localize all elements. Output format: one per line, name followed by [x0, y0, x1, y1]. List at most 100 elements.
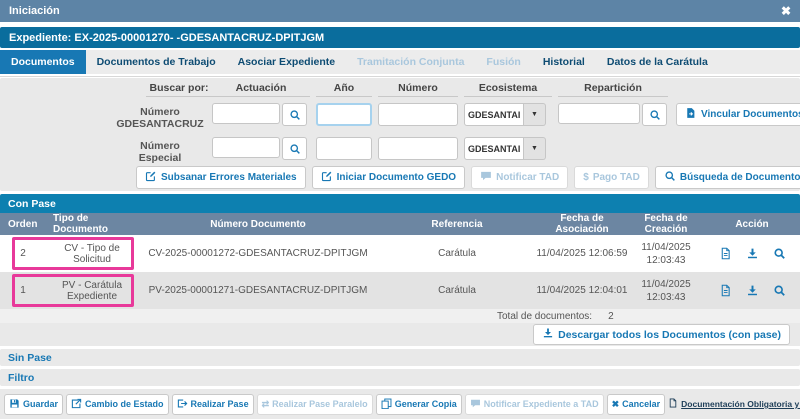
descargar-todos-button[interactable]: Descargar todos los Documentos (con pase…	[533, 324, 790, 345]
cell-accion	[704, 247, 800, 260]
tab-documentos[interactable]: Documentos	[0, 50, 86, 74]
view-document-icon[interactable]	[719, 247, 732, 260]
search-icon[interactable]	[282, 103, 307, 126]
edit-icon	[321, 170, 333, 185]
chevron-down-icon[interactable]: ▼	[524, 137, 546, 160]
table-row: 1 PV - Carátula Expediente PV-2025-00001…	[0, 272, 800, 309]
document-link-icon	[685, 107, 697, 122]
documentacion-obligatoria-link[interactable]: Documentación Obligatoria y Opcional	[668, 398, 800, 410]
anio-row1-input[interactable]	[316, 103, 372, 126]
search-panel: Buscar por: Actuación Año Número Ecosist…	[0, 78, 800, 191]
reparticion-row1-input[interactable]	[558, 103, 640, 124]
total-documentos-value: 2	[608, 310, 614, 322]
header-referencia: Referencia	[431, 218, 483, 230]
tab-datos-caratula[interactable]: Datos de la Carátula	[606, 56, 708, 68]
anio-row2-input[interactable]	[316, 137, 372, 160]
con-pase-section-header[interactable]: Con Pase	[0, 194, 800, 213]
chat-icon	[470, 398, 481, 411]
cell-referencia: Carátula	[438, 248, 476, 259]
actuacion-row1-input[interactable]	[212, 103, 280, 124]
cell-fecha-creacion: 11/04/2025 12:03:43	[641, 278, 691, 303]
cell-tipo-documento: CV - Tipo de Solicitud	[64, 242, 120, 265]
notificar-tad-button: Notificar TAD	[471, 166, 569, 189]
actuacion-row2-input[interactable]	[212, 137, 280, 158]
sin-pase-section-header[interactable]: Sin Pase	[0, 349, 800, 366]
busqueda-documentos-button[interactable]: Búsqueda de Documentos	[654, 166, 800, 189]
search-icon[interactable]	[282, 137, 307, 160]
notificar-expediente-tad-button: Notificar Expediente a TAD	[464, 393, 604, 415]
tab-tramitacion-conjunta: Tramitación Conjunta	[357, 56, 465, 68]
filtro-section-header[interactable]: Filtro	[0, 369, 800, 386]
guardar-button[interactable]: Guardar	[4, 393, 64, 415]
header-accion: Acción	[735, 218, 769, 230]
column-header-actuacion: Actuación	[212, 82, 310, 97]
tab-fusion: Fusión	[486, 56, 521, 68]
vincular-documentos-button[interactable]: Vincular Documentos	[676, 103, 800, 126]
cell-tipo-documento: PV - Carátula Expediente	[61, 279, 123, 302]
document-icon	[668, 398, 678, 410]
search-icon[interactable]	[642, 103, 667, 126]
pass-arrow-icon	[177, 398, 188, 411]
tab-documentos-de-trabajo[interactable]: Documentos de Trabajo	[96, 56, 216, 68]
column-header-ecosistema: Ecosistema	[464, 82, 552, 97]
iniciar-documento-gedo-button[interactable]: Iniciar Documento GEDO	[311, 166, 466, 189]
cell-orden: 1	[20, 285, 26, 296]
search-icon	[664, 170, 676, 185]
table-header-row: Orden Tipo de Documento Número Documento…	[0, 213, 800, 235]
header-fecha-asociacion: Fecha de Asociación	[555, 213, 609, 235]
cell-orden: 2	[20, 248, 26, 259]
download-icon	[542, 327, 554, 342]
close-icon[interactable]: ✖	[780, 4, 791, 18]
cell-numero-documento: PV-2025-00001271-GDESANTACRUZ-DPITJGM	[148, 285, 368, 296]
cell-accion	[704, 284, 800, 297]
search-icon[interactable]	[773, 284, 786, 297]
column-header-numero: Número	[378, 82, 458, 97]
numero-gdesantacruz-label: Número GDESANTACRUZ	[116, 106, 204, 130]
tab-asociar-expediente[interactable]: Asociar Expediente	[237, 56, 336, 68]
expediente-label: Expediente: EX-2025-00001270- -GDESANTAC…	[9, 31, 325, 44]
tab-bar: Documentos Documentos de Trabajo Asociar…	[0, 50, 800, 74]
download-icon[interactable]	[746, 284, 759, 297]
search-icon[interactable]	[773, 247, 786, 260]
cell-numero-documento: CV-2025-00001272-GDESANTACRUZ-DPITJGM	[148, 248, 368, 259]
cancelar-button[interactable]: ✖ Cancelar	[606, 393, 666, 415]
cell-fecha-asociacion: 11/04/2025 12:04:01	[536, 285, 628, 296]
cell-referencia: Carátula	[438, 285, 476, 296]
actuacion-row2-group	[212, 137, 307, 160]
chevron-down-icon[interactable]: ▼	[524, 103, 546, 126]
total-documentos-row: Total de documentos: 2	[0, 309, 800, 323]
header-orden: Orden	[8, 218, 38, 230]
state-change-icon	[71, 398, 82, 411]
subsanar-errores-button[interactable]: Subsanar Errores Materiales	[136, 166, 306, 189]
realizar-pase-paralelo-button: ⇄ Realizar Pase Paralelo	[256, 393, 373, 415]
header-fecha-creacion: Fecha de Creación	[644, 213, 688, 235]
footer-actions-bar: Guardar Cambio de Estado Realizar Pase ⇄…	[0, 389, 800, 419]
download-icon[interactable]	[746, 247, 759, 260]
cambio-estado-button[interactable]: Cambio de Estado	[66, 393, 169, 415]
save-icon	[9, 398, 20, 411]
ecosistema-row2-value: GDESANTAI	[464, 137, 524, 160]
table-row: 2 CV - Tipo de Solicitud CV-2025-0000127…	[0, 235, 800, 272]
numero-row2-input[interactable]	[378, 137, 458, 160]
cell-fecha-creacion: 11/04/2025 12:03:43	[641, 241, 691, 266]
cancel-x-icon: ✖	[611, 398, 620, 409]
ecosistema-row2-select[interactable]: GDESANTAI ▼	[464, 137, 546, 160]
tab-historial[interactable]: Historial	[542, 56, 585, 68]
view-document-icon[interactable]	[719, 284, 732, 297]
pago-tad-button: $ Pago TAD	[574, 166, 649, 189]
numero-especial-label: Número Especial	[138, 140, 182, 164]
column-header-anio: Año	[316, 82, 372, 97]
ecosistema-row1-value: GDESANTAI	[464, 103, 524, 126]
realizar-pase-button[interactable]: Realizar Pase	[171, 393, 254, 415]
ecosistema-row1-select[interactable]: GDESANTAI ▼	[464, 103, 546, 126]
actuacion-row1-group	[212, 103, 307, 126]
modal-titlebar: Iniciación ✖	[0, 0, 800, 22]
numero-row1-input[interactable]	[378, 103, 458, 126]
chat-icon	[480, 170, 492, 185]
reparticion-row1-group	[558, 103, 667, 126]
download-all-row: Descargar todos los Documentos (con pase…	[0, 323, 800, 346]
generar-copia-button[interactable]: Generar Copia	[375, 393, 462, 415]
modal-title: Iniciación	[9, 5, 60, 17]
edit-icon	[145, 170, 157, 185]
